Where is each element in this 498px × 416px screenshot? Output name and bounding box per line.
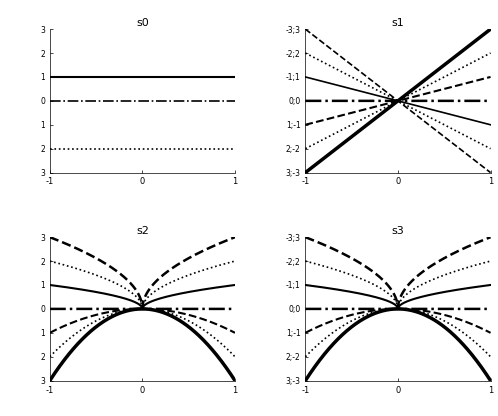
Title: s1: s1 [391, 18, 404, 28]
Title: s3: s3 [391, 226, 404, 236]
Title: s2: s2 [136, 226, 149, 236]
Title: s0: s0 [136, 18, 149, 28]
